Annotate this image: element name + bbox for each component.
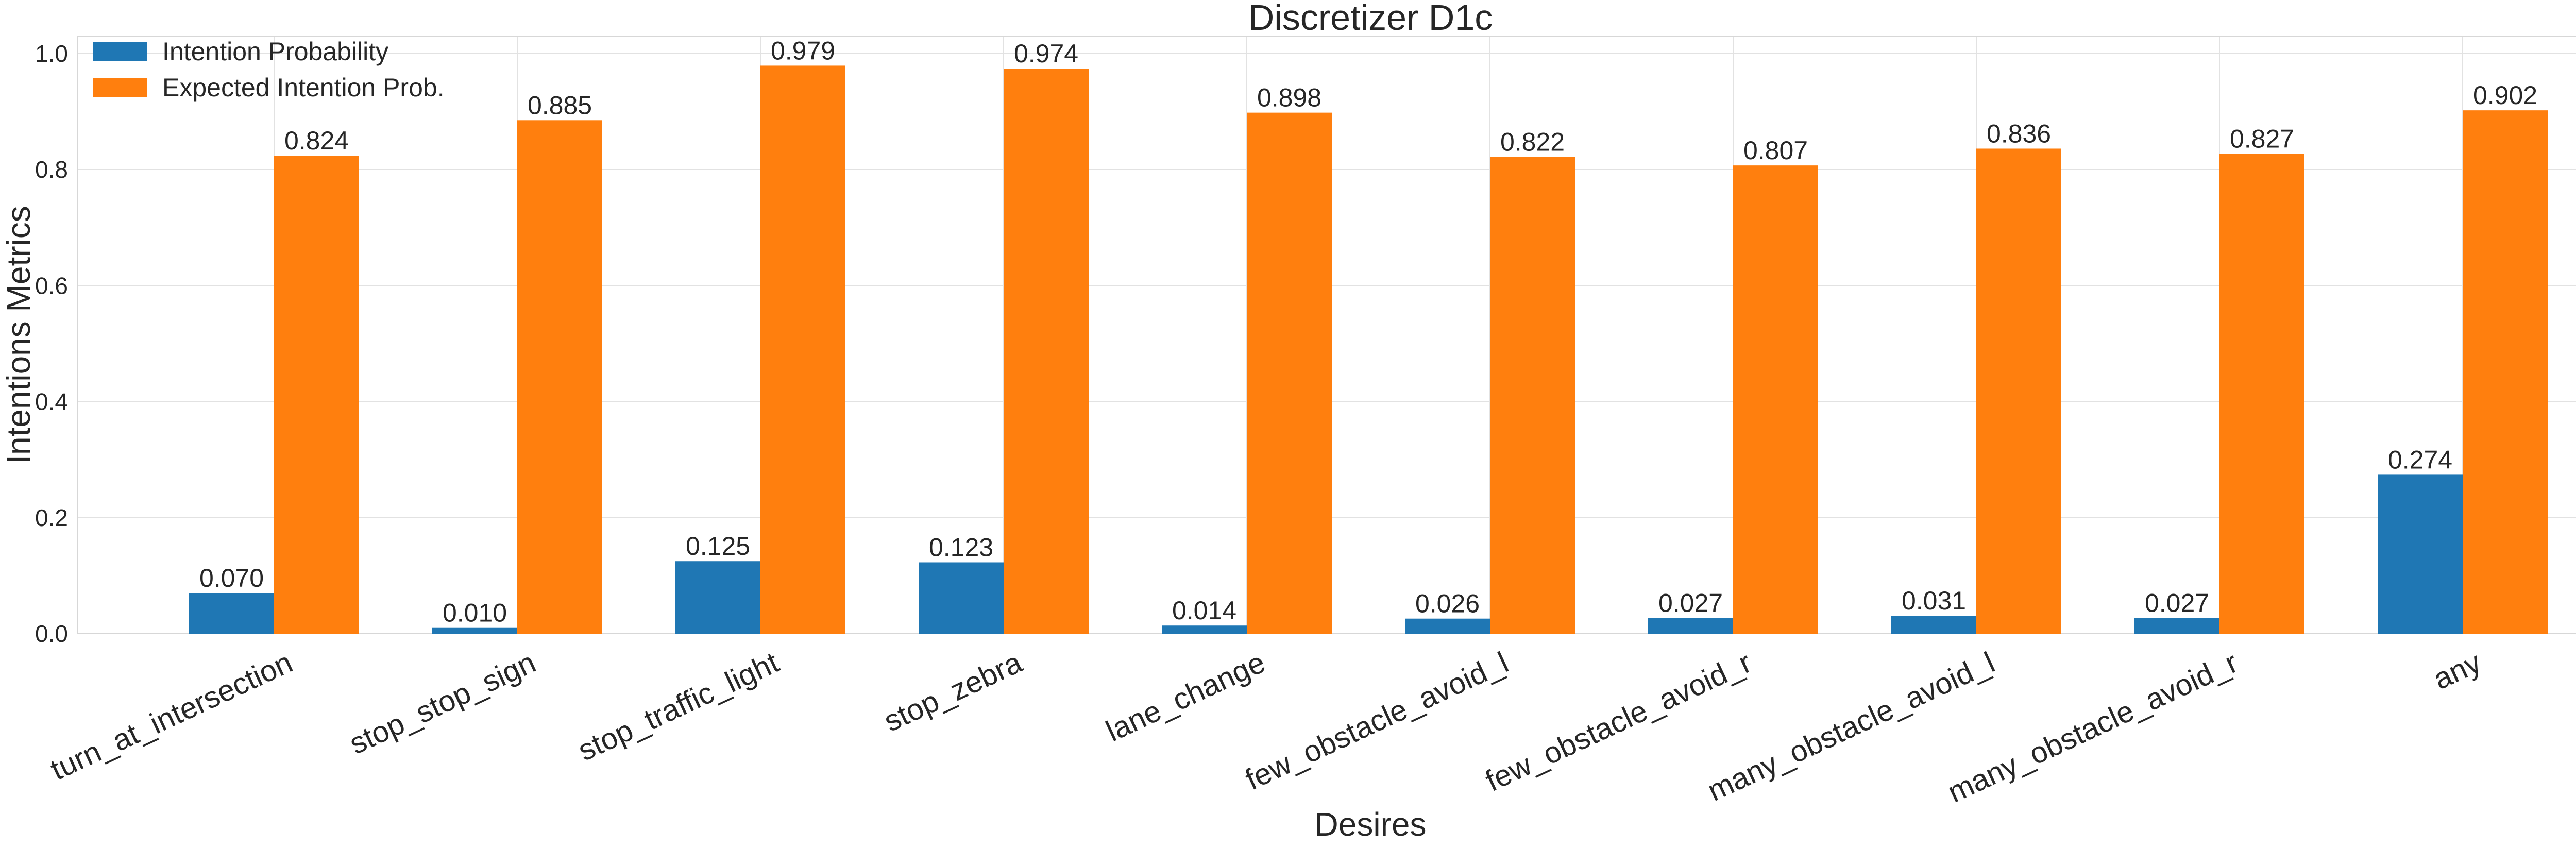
value-labels: 0.070 0.010 0.125 0.123 0.014 0.026 0.027 0.031… (199, 36, 2537, 627)
bar-value-label: 0.885 (528, 91, 592, 120)
bar-value-label: 0.026 (1415, 589, 1480, 618)
expected-intention-bar (1733, 165, 1818, 634)
x-tick-label: turn_at_intersection (45, 646, 297, 787)
bar-value-label: 0.027 (1658, 589, 1723, 618)
expected-intention-bar (1976, 148, 2061, 634)
legend-swatch (93, 78, 147, 97)
expected-intention-bar (2463, 110, 2548, 634)
intention-probability-bar (675, 561, 760, 634)
intention-probability-bar (432, 627, 517, 634)
expected-intention-bar (760, 65, 845, 634)
x-tick-label: few_obstacle_avoid_l (1240, 646, 1513, 796)
bar-value-label: 0.898 (1257, 83, 1321, 112)
bar-value-label: 0.979 (771, 36, 835, 65)
bar-value-label: 0.827 (2230, 125, 2294, 154)
y-tick-label: 0.4 (35, 388, 68, 415)
chart-title: Discretizer D1c (1248, 0, 1493, 38)
bar-value-label: 0.807 (1743, 136, 1808, 165)
y-tick-label: 0.2 (35, 504, 68, 531)
bar-value-label: 0.031 (1902, 586, 1966, 615)
bar-value-label: 0.010 (443, 599, 507, 627)
y-tick-label: 0.0 (35, 620, 68, 647)
y-axis-label: Intentions Metrics (0, 206, 37, 464)
x-tick-label: stop_traffic_light (573, 646, 784, 768)
intention-probability-bar (1405, 618, 1490, 634)
legend-swatch (93, 42, 147, 61)
intention-probability-bar (1648, 618, 1733, 634)
expected-intention-bar (274, 156, 359, 634)
expected-intention-bar (517, 120, 602, 634)
bar-value-label: 0.822 (1500, 127, 1565, 156)
y-axis-ticks: 0.0 0.2 0.4 0.6 0.8 1.0 (35, 40, 68, 647)
x-axis-label: Desires (1315, 806, 1427, 843)
legend: Intention Probability Expected Intention … (93, 37, 445, 102)
bar-value-label: 0.974 (1014, 39, 1078, 68)
y-tick-label: 0.8 (35, 156, 68, 183)
bar-value-label: 0.902 (2473, 81, 2537, 110)
bar-value-label: 0.070 (199, 564, 264, 592)
bar-value-label: 0.123 (929, 533, 993, 562)
expected-intention-bar (1490, 157, 1575, 634)
expected-intention-bar (1004, 69, 1089, 634)
y-tick-label: 1.0 (35, 40, 68, 67)
bar-value-label: 0.125 (686, 532, 750, 561)
x-tick-label: stop_stop_sign (344, 646, 540, 761)
bar-value-label: 0.027 (2145, 589, 2209, 618)
legend-label: Expected Intention Prob. (162, 73, 445, 102)
x-tick-label: stop_zebra (879, 646, 1027, 739)
bar-value-label: 0.836 (1987, 119, 2051, 148)
intention-probability-bar (1162, 625, 1247, 634)
expected-intention-bar (1247, 112, 1332, 634)
x-tick-label: any (2428, 646, 2486, 696)
x-tick-label: lane_change (1101, 646, 1270, 748)
bar-value-label: 0.014 (1172, 596, 1236, 625)
intention-probability-bar (2378, 474, 2463, 634)
bar-value-label: 0.274 (2388, 445, 2452, 474)
bar-value-label: 0.824 (284, 126, 349, 155)
expected-intention-bar (2219, 154, 2304, 634)
x-axis-ticks: turn_at_intersection stop_stop_sign stop_t… (45, 646, 2486, 809)
intention-probability-bar (2134, 618, 2219, 634)
intention-probability-bar (1891, 616, 1976, 634)
intention-probability-bar (919, 562, 1004, 634)
intention-probability-bar (189, 593, 274, 634)
y-tick-label: 0.6 (35, 272, 68, 299)
legend-label: Intention Probability (162, 37, 388, 66)
plot-frame (77, 36, 2576, 634)
bars (189, 65, 2548, 634)
